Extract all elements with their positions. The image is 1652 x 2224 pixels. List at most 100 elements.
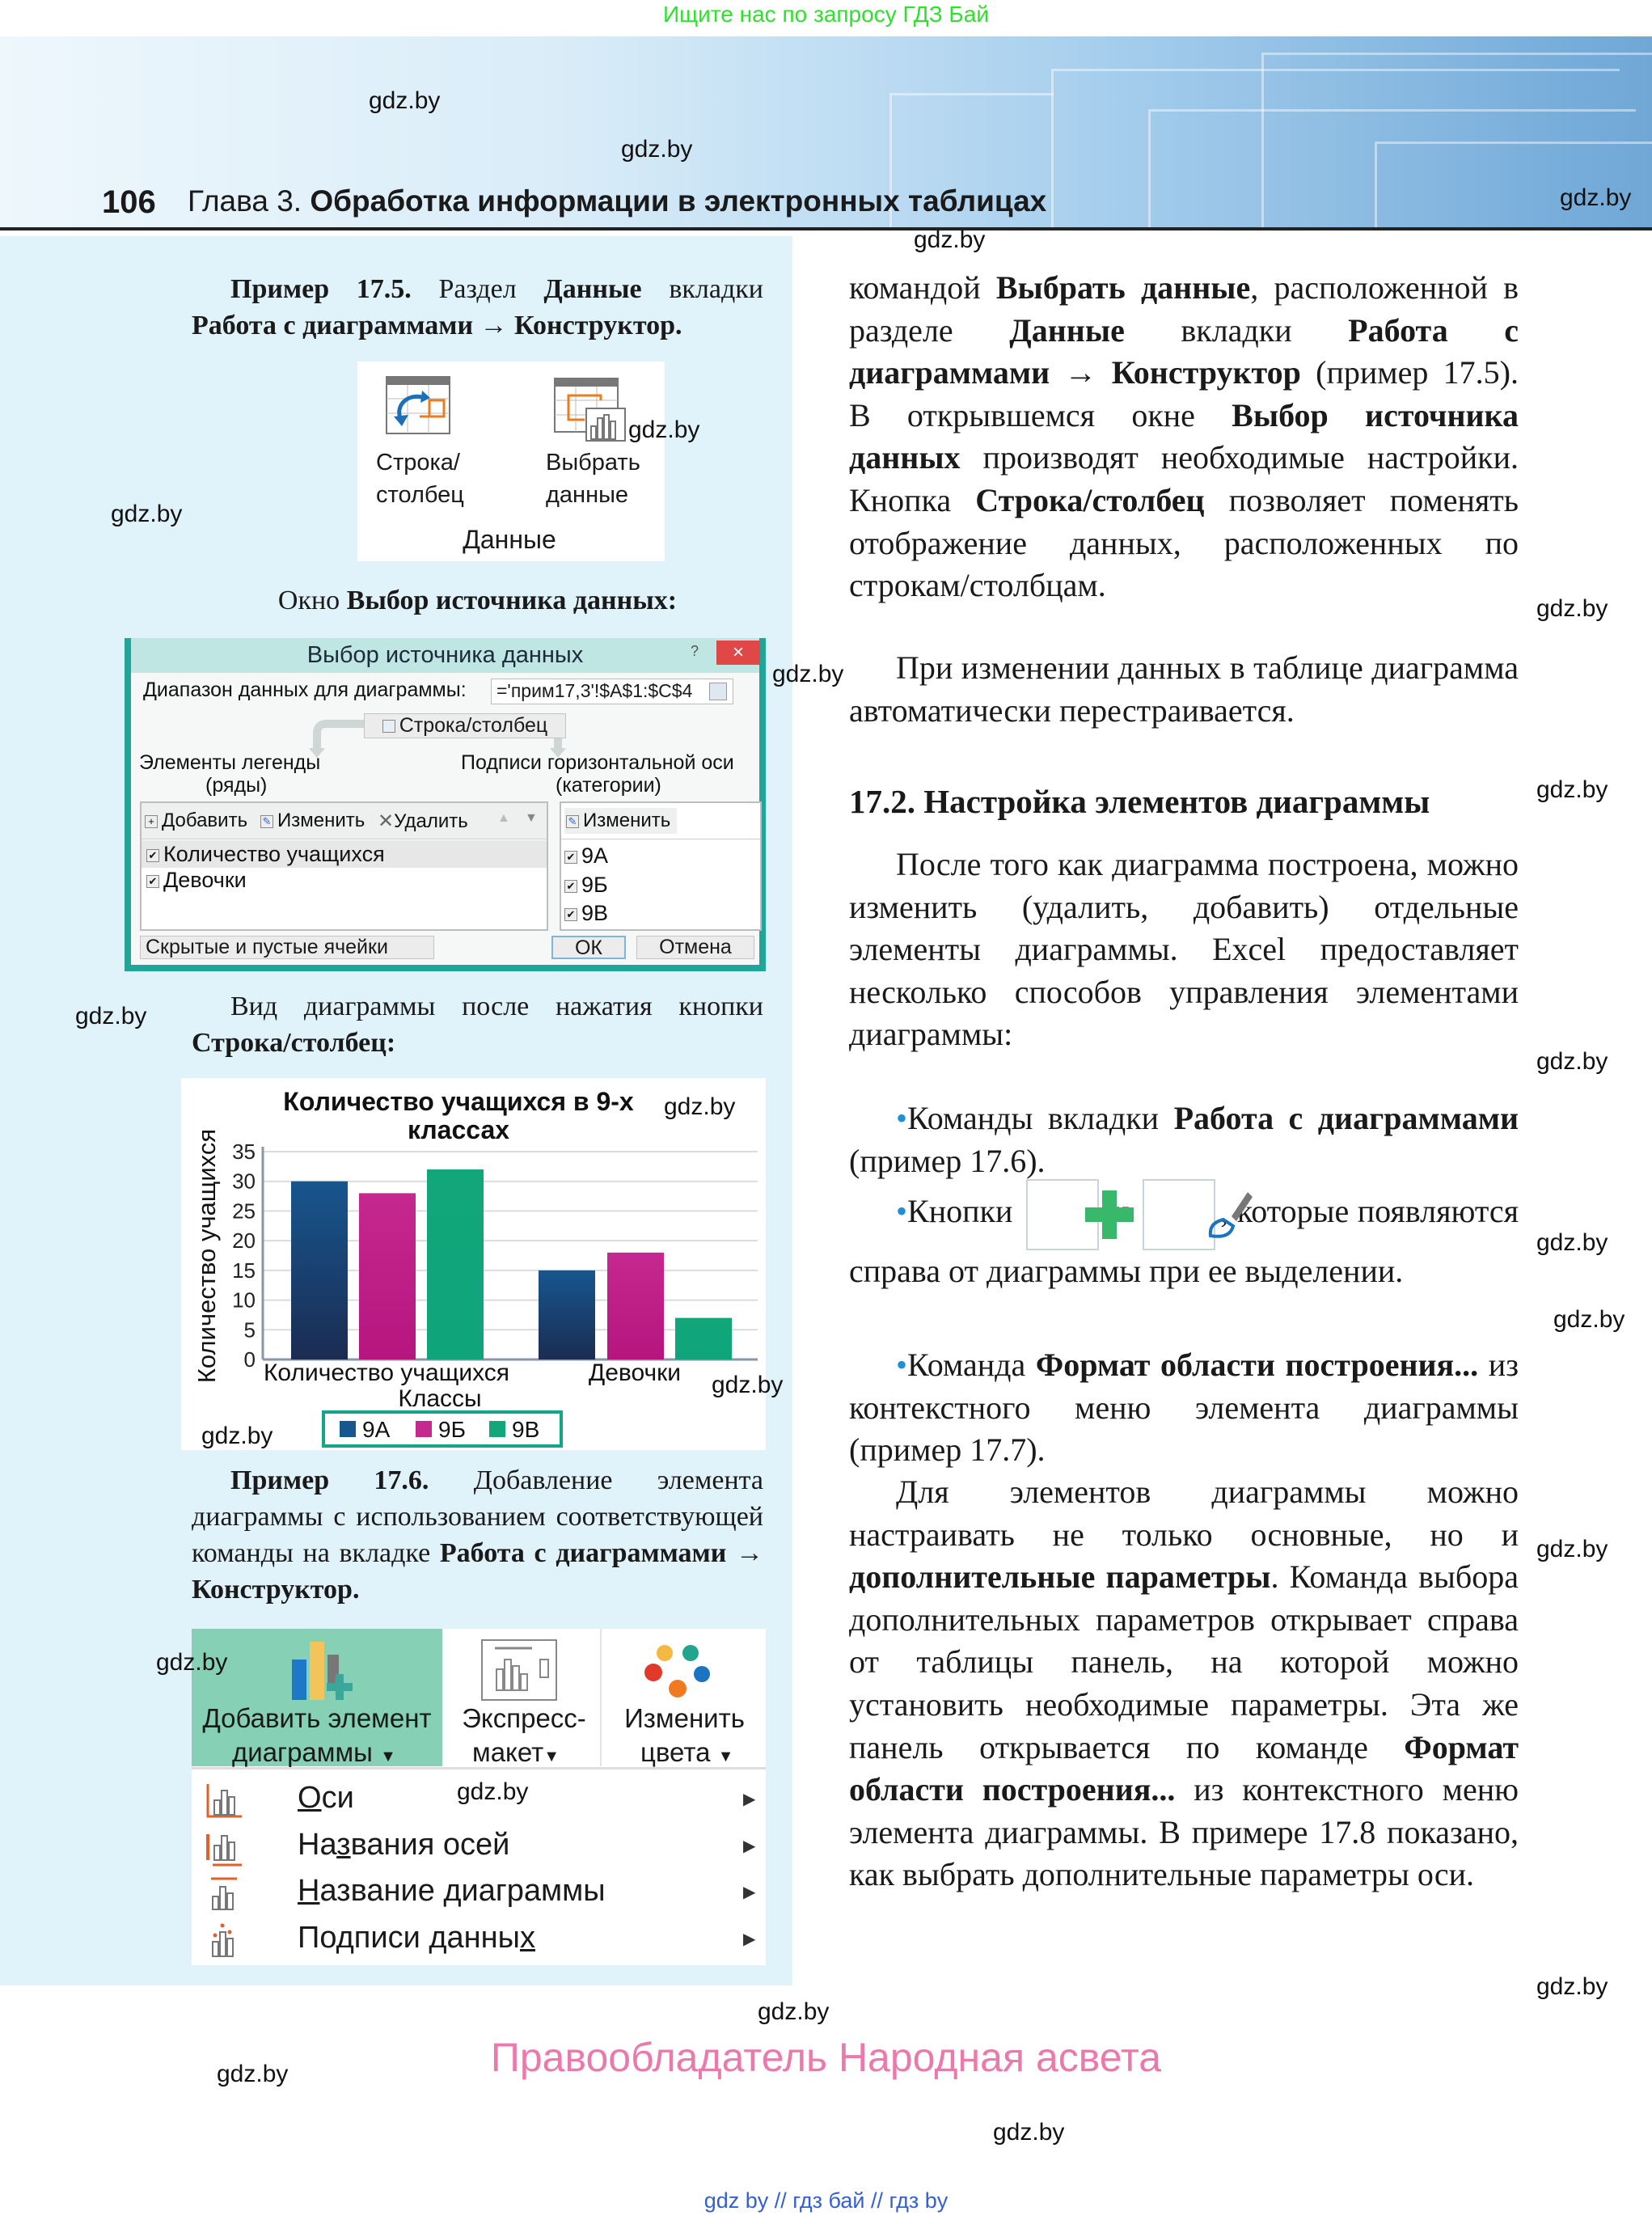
series-item[interactable]: ✔ Девочки bbox=[146, 868, 247, 893]
label-line: данные bbox=[546, 482, 629, 508]
switch-row-column-icon[interactable] bbox=[386, 376, 450, 434]
help-button[interactable]: ? bbox=[691, 643, 699, 659]
bold-text: Данные bbox=[1009, 311, 1125, 349]
text: , которые появляются справа от диаграммы… bbox=[849, 1193, 1519, 1289]
select-data-icon[interactable] bbox=[554, 376, 627, 442]
bar-9А bbox=[291, 1181, 348, 1359]
text: из контекстного меню элемента диаграммы.… bbox=[849, 1771, 1519, 1893]
delete-series-button[interactable]: ✕Удалить bbox=[378, 810, 468, 833]
switch-row-column-label[interactable]: Строка/столбец bbox=[376, 446, 464, 511]
page-number: 106 bbox=[102, 184, 156, 220]
watermark-text: gdz.by bbox=[621, 136, 693, 163]
collapse-range-icon[interactable] bbox=[709, 683, 727, 700]
watermark-text: gdz.by bbox=[628, 416, 700, 443]
text: Команда bbox=[907, 1347, 1036, 1383]
legend-entries-label: Элементы легенды bbox=[139, 751, 321, 774]
series-item[interactable]: ✔ Количество учащихся bbox=[146, 842, 385, 867]
select-data-source-dialog: Выбор источника данных ? × Диапазон данн… bbox=[125, 638, 766, 971]
legend-label: 9Б bbox=[438, 1417, 466, 1442]
menu-item[interactable]: Оси ▶ bbox=[192, 1776, 766, 1823]
menu-item[interactable]: Названия осей ▶ bbox=[192, 1823, 766, 1870]
brush-icon[interactable] bbox=[1143, 1179, 1253, 1250]
submenu-arrow-icon: ▶ bbox=[743, 1884, 756, 1901]
checkbox[interactable]: ✔ bbox=[564, 850, 577, 864]
category-item[interactable]: ✔ 9В bbox=[564, 901, 608, 926]
button-label: Изменить bbox=[277, 810, 365, 831]
move-down-button[interactable]: ▼ bbox=[525, 811, 538, 825]
hidden-cells-button[interactable]: Скрытые и пустые ячейки bbox=[140, 936, 434, 959]
bold-text: Формат области построения... bbox=[849, 1728, 1519, 1808]
label-text: цвета bbox=[640, 1737, 711, 1767]
footer-links[interactable]: gdz by // гдз бай // гдз by bbox=[703, 2188, 949, 2213]
legend-swatch bbox=[489, 1421, 505, 1437]
chapter-name: Обработка информации в электронных табли… bbox=[310, 184, 1047, 218]
ok-button[interactable]: ОК bbox=[551, 936, 626, 959]
bold-text: Выбрать данные bbox=[995, 269, 1251, 306]
menu-item-label: Названия осей bbox=[298, 1828, 509, 1862]
bullet-icon: • bbox=[896, 1100, 908, 1136]
edit-series-button[interactable]: ✎ Изменить bbox=[260, 810, 365, 832]
header-divider bbox=[0, 227, 1652, 230]
plus-icon[interactable] bbox=[1025, 1179, 1134, 1250]
change-colors-button[interactable]: Изменить цвета ▼ bbox=[600, 1629, 767, 1767]
bullet-item: •Команды вкладки Работа с диаграммами (п… bbox=[849, 1097, 1519, 1182]
legend-entries-sublabel: (ряды) bbox=[205, 774, 268, 797]
label-line: Строка/ bbox=[376, 450, 460, 476]
cancel-button[interactable]: Отмена bbox=[636, 936, 754, 959]
bold-text: Строка/столбец: bbox=[192, 1028, 396, 1058]
switch-row-column-button[interactable]: Строка/столбец bbox=[364, 713, 566, 738]
category-label: 9А bbox=[581, 844, 609, 868]
button-label: Изменить bbox=[624, 1703, 745, 1733]
data-labels-icon bbox=[212, 1923, 234, 1957]
bold-text: Выбор источника данных bbox=[849, 396, 1519, 476]
bold-text: Пример 17.6. bbox=[230, 1465, 429, 1495]
text: производят необходимые настройки. Кнопка bbox=[849, 439, 1519, 518]
watermark-text: gdz.by bbox=[369, 87, 441, 114]
bullet-icon: • bbox=[896, 1347, 908, 1383]
bold-text: дополнительные параметры bbox=[849, 1558, 1271, 1596]
axis-labels-sublabel: (категории) bbox=[556, 774, 661, 797]
button-label: Удалить bbox=[394, 810, 468, 832]
category-item[interactable]: ✔ 9Б bbox=[564, 873, 608, 898]
text: из контекстного меню элемента диаграммы … bbox=[849, 1347, 1519, 1469]
edit-category-button[interactable]: ✎ Изменить bbox=[564, 808, 678, 834]
move-up-button[interactable]: ▲ bbox=[497, 811, 510, 825]
series-label: Девочки bbox=[163, 868, 247, 892]
button-label: макет▼ bbox=[472, 1737, 560, 1768]
y-tick-label: 5 bbox=[244, 1317, 256, 1342]
select-data-label[interactable]: Выбрать данные bbox=[546, 446, 640, 511]
category-item[interactable]: ✔ 9А bbox=[564, 844, 608, 869]
add-series-button[interactable]: + Добавить bbox=[145, 810, 247, 832]
text: (пример 17.5). В открывшемся окне bbox=[849, 354, 1519, 433]
close-button[interactable]: × bbox=[716, 641, 760, 665]
checkbox[interactable]: ✔ bbox=[146, 848, 159, 862]
bullet-item: •Команда Формат области построения... из… bbox=[849, 1344, 1519, 1472]
menu-item[interactable]: Название диаграммы ▶ bbox=[192, 1869, 766, 1916]
bold-text: 17.2. Настройка элементов диаграммы bbox=[849, 783, 1430, 820]
quick-layout-button[interactable]: Экспресс- макет▼ bbox=[448, 1629, 600, 1768]
watermark-text: gdz.by bbox=[201, 1423, 273, 1449]
checkbox[interactable]: ✔ bbox=[146, 874, 159, 888]
button-label: Изменить bbox=[583, 810, 671, 831]
text: командой bbox=[849, 269, 996, 306]
chart-caption: Вид диаграммы после нажатия кнопки Строк… bbox=[192, 988, 763, 1061]
axis-titles-icon bbox=[206, 1834, 242, 1867]
example-17-6-text: Пример 17.6. Добавление элемента диаграм… bbox=[192, 1462, 763, 1608]
bold-text: Формат области построения... bbox=[1035, 1347, 1479, 1383]
series-list: + Добавить ✎ Изменить ✕Удалить ▲ ▼ ✔ Количе… bbox=[140, 801, 548, 931]
add-chart-element-button[interactable]: Добавить элемент диаграммы ▼ bbox=[192, 1629, 442, 1767]
add-chart-element-menu: Добавить элемент диаграммы ▼ Экспресс- м… bbox=[192, 1629, 766, 1965]
label-text: макет bbox=[472, 1737, 544, 1767]
y-tick-label: 30 bbox=[232, 1169, 256, 1194]
checkbox[interactable]: ✔ bbox=[564, 879, 577, 893]
ribbon-data-group: Строка/столбец Выбрать данные Данные bbox=[357, 362, 665, 561]
bold-text: Работа с диаграммами bbox=[1173, 1100, 1519, 1136]
text: , расположенной в разделе bbox=[849, 269, 1519, 349]
range-input[interactable]: ='прим17,3'!$A$1:$C$4 bbox=[491, 679, 733, 704]
checkbox[interactable]: ✔ bbox=[564, 907, 577, 921]
menu-item[interactable]: Подписи данных ▶ bbox=[192, 1916, 766, 1963]
paragraph: После того как диаграмма построена, можн… bbox=[849, 844, 1519, 1056]
watermark-text: gdz.by bbox=[1536, 1536, 1608, 1562]
button-label: Строка/столбец bbox=[399, 714, 548, 737]
watermark-text: gdz.by bbox=[1536, 595, 1608, 622]
